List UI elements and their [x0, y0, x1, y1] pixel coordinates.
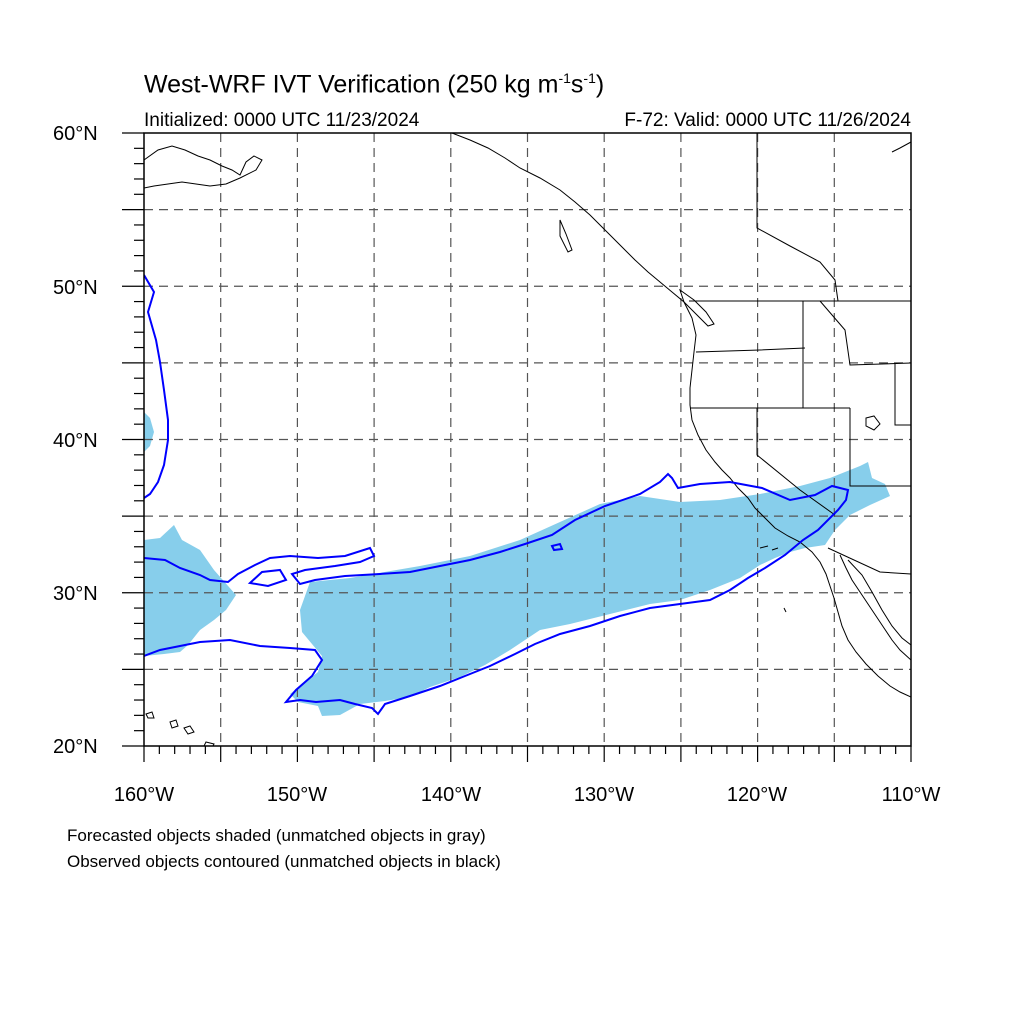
lon-label-130w: 130°W [573, 784, 635, 806]
lat-label-50n: 50°N [53, 277, 98, 299]
initialized-time: Initialized: 0000 UTC 11/23/2024 [144, 110, 420, 131]
lon-label-160w: 160°W [113, 784, 175, 806]
alaska-canada-border [756, 133, 839, 302]
nevada-utah-border [849, 408, 911, 487]
alaska-coast [144, 145, 263, 189]
hawaii-islands [145, 711, 215, 746]
forecast-object-west [144, 525, 236, 656]
forecast-objects [144, 412, 890, 716]
us-mexico-border [827, 547, 911, 575]
rockies-region-border [819, 300, 911, 366]
mainland-mexico-coast [847, 559, 911, 646]
north-america-coastline [451, 133, 911, 698]
vancouver-island [679, 288, 715, 327]
baja-gulf-coast [839, 554, 911, 661]
forecast-legend-note: Forecasted objects shaded (unmatched obj… [67, 826, 486, 845]
lon-label-150w: 150°W [266, 784, 328, 806]
northeast-corner-coast [891, 141, 911, 153]
observed-legend-note: Observed objects contoured (unmatched ob… [67, 852, 501, 871]
valid-time: F-72: Valid: 0000 UTC 11/26/2024 [624, 110, 911, 131]
observed-object-small-ring [550, 542, 564, 552]
california-nevada-border [756, 408, 836, 516]
washington-oregon-border [695, 347, 806, 353]
lat-label-40n: 40°N [53, 430, 98, 452]
observed-object-main [144, 472, 850, 716]
lon-label-140w: 140°W [420, 784, 482, 806]
lat-label-60n: 60°N [53, 123, 98, 145]
lon-label-120w: 120°W [726, 784, 788, 806]
haida-gwaii [559, 219, 573, 253]
montana-border [894, 363, 911, 426]
axis-ticks [122, 132, 912, 762]
observed-objects [144, 274, 850, 716]
lon-label-110w: 110°W [881, 784, 941, 806]
observed-object-northwest [144, 274, 169, 499]
lat-label-20n: 20°N [53, 736, 98, 758]
forecast-object-main [290, 462, 890, 716]
graticule [144, 133, 911, 746]
observed-object-inner-ring [247, 568, 288, 588]
lat-label-30n: 30°N [53, 583, 98, 605]
forecast-object-northwest [144, 412, 154, 452]
great-salt-lake [865, 415, 881, 431]
channel-islands [759, 545, 787, 613]
coastlines [144, 133, 911, 746]
figure-title: West-WRF IVT Verification (250 kg m-1s-1… [144, 70, 605, 99]
